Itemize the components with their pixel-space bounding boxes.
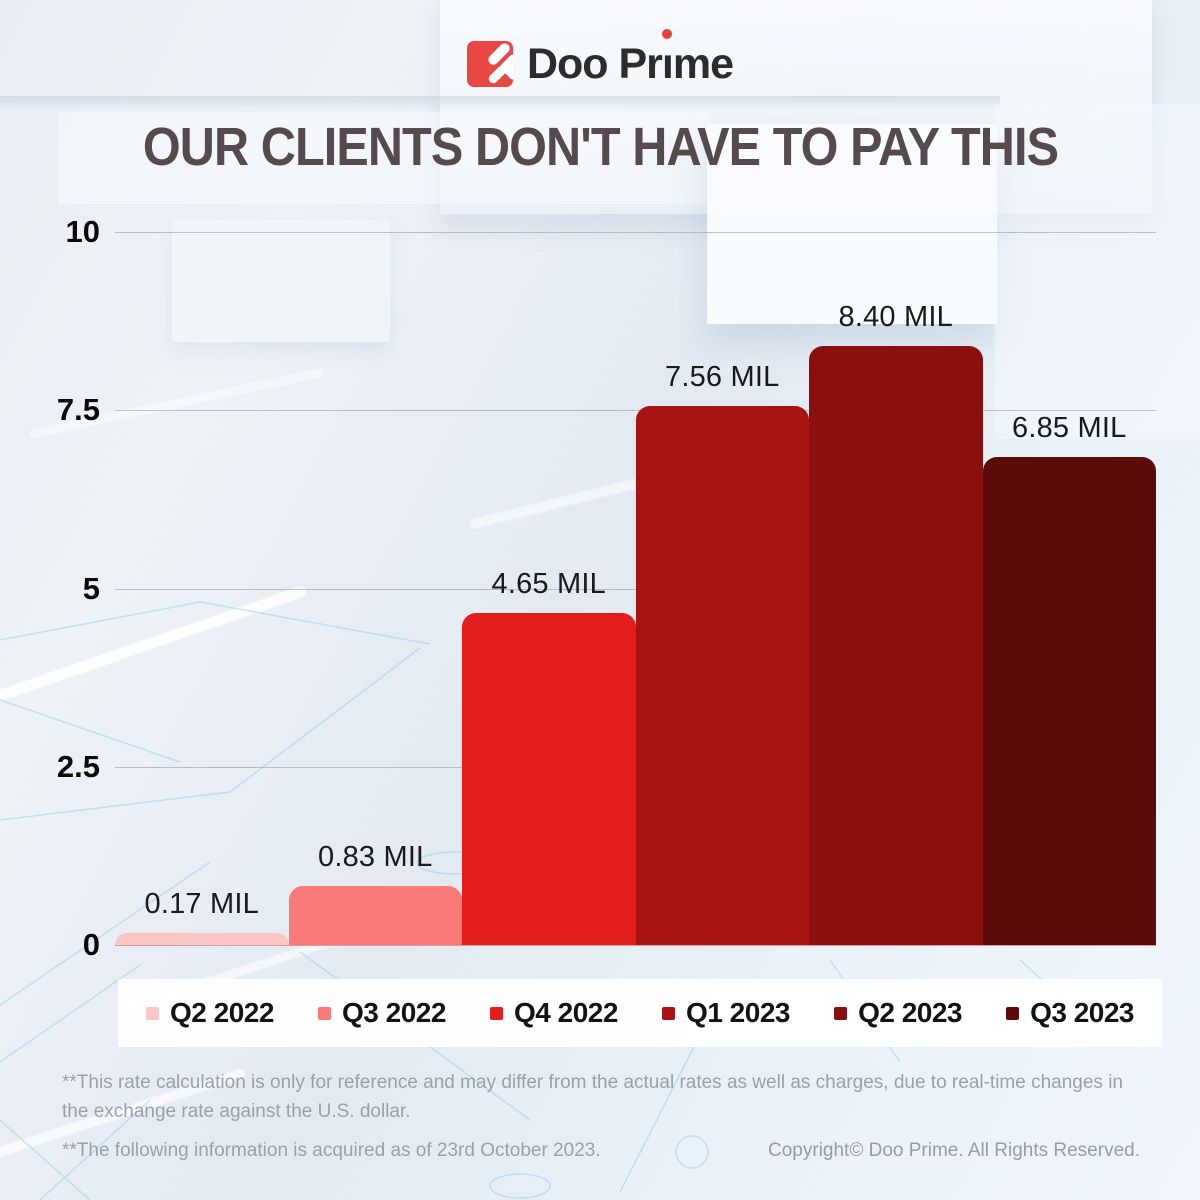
legend-item: Q4 2022 — [490, 997, 618, 1029]
page-title-text: OUR CLIENTS DON'T HAVE TO PAY THIS — [142, 117, 1058, 177]
bar-value-label: 7.56 MIL — [665, 360, 780, 393]
bar-q2-2022 — [115, 932, 289, 945]
copyright-text: Copyright© Doo Prime. All Rights Reserve… — [768, 1140, 1140, 1161]
legend-swatch-icon — [490, 1006, 504, 1020]
y-axis-label: 10 — [65, 214, 100, 249]
legend-label: Q4 2022 — [514, 997, 618, 1028]
legend-label: Q2 2022 — [170, 997, 274, 1028]
bar-value-label: 4.65 MIL — [491, 568, 606, 601]
y-axis-label: 5 — [82, 570, 100, 606]
legend-label: Q3 2023 — [1030, 997, 1134, 1028]
legend-item: Q2 2022 — [146, 997, 274, 1029]
legend-swatch-icon — [146, 1006, 159, 1020]
bar-value-label: 0.17 MIL — [144, 887, 259, 920]
legend-label: Q1 2023 — [686, 997, 790, 1028]
y-axis-label: 7.5 — [56, 392, 100, 428]
bar-q1-2023 — [635, 405, 809, 945]
bar-q3-2022 — [288, 885, 462, 945]
background-panel — [440, 0, 1152, 214]
wordmark-i-with-red-dot: ı — [661, 39, 674, 88]
bar-value-label: 0.83 MIL — [318, 840, 433, 873]
legend-swatch-icon — [318, 1006, 332, 1020]
legend-label: Q3 2022 — [342, 997, 446, 1028]
legend: Q2 2022 Q3 2022 Q4 2022 Q1 2023 Q2 2023 Q3 20… — [118, 979, 1162, 1047]
legend-item: Q2 2023 — [834, 997, 962, 1029]
footnote-rate-disclaimer: **This rate calculation is only for refe… — [62, 1072, 1124, 1123]
page-title: OUR CLIENTS DON'T HAVE TO PAY THIS — [0, 116, 1200, 178]
bar-value-label: 8.40 MIL — [838, 301, 953, 334]
legend-swatch-icon — [662, 1006, 676, 1020]
bar-q2-2023 — [809, 346, 983, 945]
legend-item: Q3 2022 — [318, 997, 446, 1029]
y-axis: 10 7.5 5 2.5 0 — [0, 0, 100, 1200]
gridline — [115, 232, 1156, 233]
logo-dash-icon — [486, 63, 509, 86]
wordmark-part: Doo Pr — [526, 39, 663, 88]
legend-item: Q1 2023 — [662, 997, 790, 1029]
panel-shadow-decoration — [0, 96, 1000, 110]
bar-q3-2023 — [982, 456, 1156, 945]
wordmark-part: me — [672, 39, 734, 88]
plot-area: 0.17 MIL 0.83 MIL 4.65 MIL 7.56 MIL 8.40 MIL… — [115, 232, 1156, 946]
legend-swatch-icon — [834, 1006, 848, 1020]
legend-swatch-icon — [1006, 1006, 1020, 1020]
y-axis-label: 0 — [82, 927, 100, 962]
footnote-data-date: **The following information is acquired … — [62, 1140, 601, 1161]
legend-item: Q3 2023 — [1006, 997, 1134, 1029]
doo-prime-logo-icon — [466, 41, 513, 87]
bar-q4-2022 — [462, 613, 636, 945]
bar-value-label: 6.85 MIL — [1012, 411, 1127, 444]
brand-logo: Doo Prıme — [0, 38, 1200, 90]
gridline — [115, 410, 1156, 412]
x-axis-baseline — [115, 944, 1156, 946]
y-axis-label: 2.5 — [56, 748, 100, 784]
legend-label: Q2 2023 — [858, 997, 962, 1028]
brand-wordmark: Doo Prıme — [526, 39, 734, 89]
